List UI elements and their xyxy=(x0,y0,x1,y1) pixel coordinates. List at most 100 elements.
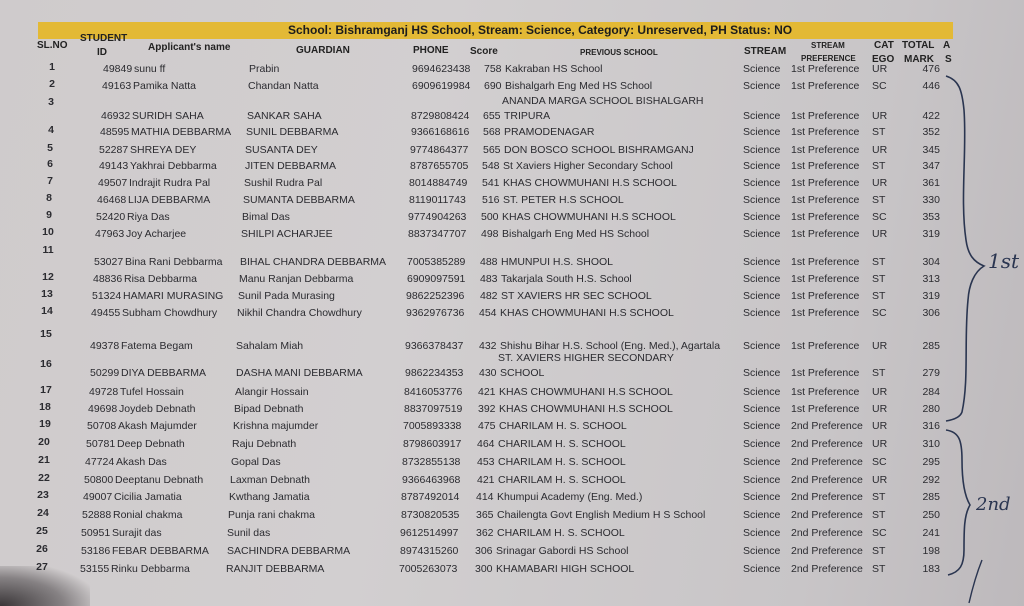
score: 500 xyxy=(481,211,499,223)
score: 548 xyxy=(482,160,500,172)
stream-preference: 1st Preference xyxy=(791,307,860,319)
score: 362 xyxy=(476,527,494,539)
applicant-name: sunu ff xyxy=(134,63,166,75)
student-id: 48595 xyxy=(100,126,130,138)
stream-preference: 1st Preference xyxy=(791,194,860,206)
phone-number: 8787492014 xyxy=(401,491,460,503)
previous-school: KHAS CHOWMUHANI H.S SCHOOL xyxy=(502,211,676,223)
stream: Science xyxy=(743,290,781,302)
applicant-name: Bina Rani Debbarma xyxy=(125,256,223,268)
score: 516 xyxy=(482,194,500,206)
stream: Science xyxy=(743,273,781,285)
applicant-name: Tufel Hossain xyxy=(120,386,184,398)
stream: Science xyxy=(743,438,781,450)
score: 565 xyxy=(483,144,501,156)
stream-preference: 2nd Preference xyxy=(791,545,863,557)
stream-preference: 1st Preference xyxy=(791,211,860,223)
total-marks: 319 xyxy=(922,228,940,240)
category: UR xyxy=(872,177,888,189)
phone-number: 9862234353 xyxy=(405,367,464,379)
category: UR xyxy=(872,63,888,75)
serial-number: 20 xyxy=(38,436,50,448)
stream: Science xyxy=(743,160,781,172)
category: UR xyxy=(872,110,888,122)
category: UR xyxy=(872,228,888,240)
serial-number: 16 xyxy=(40,358,52,370)
stream: Science xyxy=(743,126,781,138)
phone-number: 9366168616 xyxy=(411,126,470,138)
header-as-line1: A xyxy=(943,40,951,51)
score: 498 xyxy=(481,228,499,240)
student-id: 47963 xyxy=(95,228,125,240)
student-id: 51324 xyxy=(92,290,122,302)
total-marks: 310 xyxy=(922,438,940,450)
stream: Science xyxy=(743,144,781,156)
guardian-name: Kwthang Jamatia xyxy=(229,491,310,503)
stream: Science xyxy=(743,307,781,319)
score: 690 xyxy=(484,80,502,92)
previous-school: TRIPURA xyxy=(504,110,551,122)
student-id: 49143 xyxy=(99,160,129,172)
category: UR xyxy=(872,474,888,486)
guardian-name: Chandan Natta xyxy=(248,80,319,92)
stream-preference: 2nd Preference xyxy=(791,491,863,503)
phone-number: 8732855138 xyxy=(402,456,461,468)
category: UR xyxy=(872,403,888,415)
phone-number: 9366378437 xyxy=(405,340,464,352)
stream-preference: 1st Preference xyxy=(791,126,860,138)
score: 430 xyxy=(479,367,497,379)
previous-school: Khumpui Academy (Eng. Med.) xyxy=(497,491,643,503)
previous-school-line1: ST. XAVIERS HIGHER SECONDARY xyxy=(498,352,674,364)
serial-number: 9 xyxy=(46,209,52,221)
applicant-name: Ronial chakma xyxy=(113,509,183,521)
phone-number: 8837097519 xyxy=(404,403,463,415)
score: 300 xyxy=(475,563,493,575)
student-id: 53027 xyxy=(94,256,124,268)
student-id: 53155 xyxy=(80,563,110,575)
stream-preference: 1st Preference xyxy=(791,63,860,75)
total-marks: 352 xyxy=(922,126,940,138)
score: 365 xyxy=(476,509,494,521)
phone-number: 8798603917 xyxy=(403,438,462,450)
applicant-name: Akash Majumder xyxy=(118,420,197,432)
score: 432 xyxy=(479,340,497,352)
stream: Science xyxy=(743,340,781,352)
document-banner: School: Bishramganj HS School, Stream: S… xyxy=(38,22,953,39)
serial-number: 6 xyxy=(47,158,53,170)
stream-preference: 1st Preference xyxy=(791,256,860,268)
previous-school: KHAS CHOWMUHANI H.S SCHOOL xyxy=(499,403,673,415)
guardian-name: Manu Ranjan Debbarma xyxy=(239,273,354,285)
total-marks: 446 xyxy=(922,80,940,92)
guardian-name: Sahalam Miah xyxy=(236,340,304,352)
guardian-name: JITEN DEBBARMA xyxy=(245,160,337,172)
stream-preference: 2nd Preference xyxy=(791,474,863,486)
stream: Science xyxy=(743,456,781,468)
header-applicant-name: Applicant's name xyxy=(148,42,231,53)
header-score: Score xyxy=(470,46,498,57)
applicant-name: LIJA DEBBARMA xyxy=(128,194,211,206)
total-marks: 347 xyxy=(922,160,940,172)
serial-number: 25 xyxy=(36,525,48,537)
guardian-name: SACHINDRA DEBBARMA xyxy=(227,545,351,557)
phone-number: 9774904263 xyxy=(408,211,467,223)
stream: Science xyxy=(743,211,781,223)
header-phone: PHONE xyxy=(413,45,449,56)
guardian-name: Raju Debnath xyxy=(232,438,297,450)
guardian-name: Laxman Debnath xyxy=(230,474,310,486)
student-id: 48836 xyxy=(93,273,123,285)
category: ST xyxy=(872,509,886,521)
score: 464 xyxy=(477,438,495,450)
score: 453 xyxy=(477,456,495,468)
category: SC xyxy=(872,527,887,539)
previous-school: Bishalgarh Eng Med HS School xyxy=(505,80,653,92)
guardian-name: Bimal Das xyxy=(242,211,290,223)
phone-number: 8119011743 xyxy=(409,194,466,206)
score: 306 xyxy=(475,545,493,557)
serial-number: 21 xyxy=(38,454,50,466)
total-marks: 422 xyxy=(922,110,940,122)
student-id: 49698 xyxy=(88,403,118,415)
total-marks: 476 xyxy=(922,63,940,75)
stream: Science xyxy=(743,527,781,539)
phone-number: 8730820535 xyxy=(401,509,460,521)
